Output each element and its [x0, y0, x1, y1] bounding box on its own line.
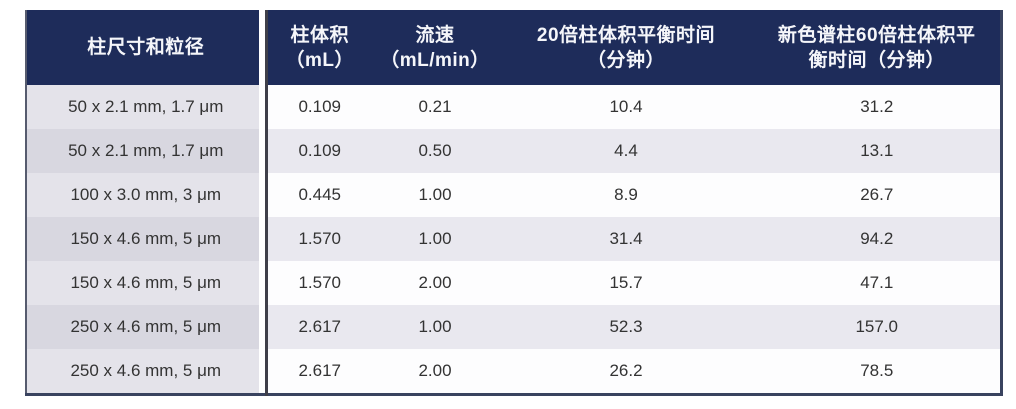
cell-60x-time: 47.1	[754, 261, 1001, 305]
cell-flow-rate: 1.00	[372, 173, 498, 217]
header-label: 20倍柱体积平衡时间	[536, 24, 716, 46]
header-row: 柱尺寸和粒径 柱体积 （mL） 流速 （mL/min） 20倍柱体积平衡时间 （…	[26, 10, 1001, 85]
cell-column-size: 250 x 4.6 mm, 5 μm	[26, 305, 268, 349]
cell-flow-rate: 2.00	[372, 349, 498, 395]
header-label-unit: （mL/min）	[380, 49, 490, 71]
cell-60x-time: 78.5	[754, 349, 1001, 395]
cell-flow-rate: 0.21	[372, 85, 498, 129]
header-cell-flow-rate: 流速 （mL/min）	[372, 10, 498, 85]
cell-column-size: 50 x 2.1 mm, 1.7 μm	[26, 85, 268, 129]
table-row: 150 x 4.6 mm, 5 μm 1.570 1.00 31.4 94.2	[26, 217, 1001, 261]
cell-60x-time: 94.2	[754, 217, 1001, 261]
cell-column-volume: 0.445	[266, 173, 372, 217]
cell-column-volume: 1.570	[266, 217, 372, 261]
cell-column-volume: 1.570	[266, 261, 372, 305]
cell-column-size: 150 x 4.6 mm, 5 μm	[26, 217, 268, 261]
header-label: 柱尺寸和粒径	[87, 37, 205, 58]
cell-60x-time: 157.0	[754, 305, 1001, 349]
header-label-unit: 衡时间（分钟）	[808, 49, 945, 71]
cell-20x-time: 52.3	[498, 305, 754, 349]
cell-flow-rate: 1.00	[372, 217, 498, 261]
cell-column-volume: 0.109	[266, 85, 372, 129]
cell-60x-time: 31.2	[754, 85, 1001, 129]
cell-flow-rate: 0.50	[372, 129, 498, 173]
table-row: 100 x 3.0 mm, 3 μm 0.445 1.00 8.9 26.7	[26, 173, 1001, 217]
table-row: 250 x 4.6 mm, 5 μm 2.617 2.00 26.2 78.5	[26, 349, 1001, 395]
cell-20x-time: 26.2	[498, 349, 754, 395]
cell-flow-rate: 1.00	[372, 305, 498, 349]
equilibration-time-table: 柱尺寸和粒径 柱体积 （mL） 流速 （mL/min） 20倍柱体积平衡时间 （…	[25, 10, 1003, 396]
header-label: 柱体积	[290, 24, 349, 46]
cell-60x-time: 13.1	[754, 129, 1001, 173]
cell-column-volume: 2.617	[266, 305, 372, 349]
cell-60x-time: 26.7	[754, 173, 1001, 217]
header-cell-20x-equilibration: 20倍柱体积平衡时间 （分钟）	[498, 10, 754, 85]
cell-column-size: 150 x 4.6 mm, 5 μm	[26, 261, 268, 305]
table-row: 250 x 4.6 mm, 5 μm 2.617 1.00 52.3 157.0	[26, 305, 1001, 349]
header-label-unit: （mL）	[285, 49, 354, 71]
cell-20x-time: 8.9	[498, 173, 754, 217]
header-label: 新色谱柱60倍柱体积平	[777, 24, 976, 46]
header-label: 流速	[415, 24, 455, 46]
table-row: 50 x 2.1 mm, 1.7 μm 0.109 0.21 10.4 31.2	[26, 85, 1001, 129]
cell-20x-time: 31.4	[498, 217, 754, 261]
cell-20x-time: 4.4	[498, 129, 754, 173]
cell-20x-time: 15.7	[498, 261, 754, 305]
header-cell-60x-equilibration: 新色谱柱60倍柱体积平 衡时间（分钟）	[754, 10, 1001, 85]
cell-column-size: 250 x 4.6 mm, 5 μm	[26, 349, 268, 395]
cell-column-size: 100 x 3.0 mm, 3 μm	[26, 173, 268, 217]
cell-column-size: 50 x 2.1 mm, 1.7 μm	[26, 129, 268, 173]
header-cell-column-size: 柱尺寸和粒径	[26, 10, 268, 85]
header-label-unit: （分钟）	[586, 49, 665, 71]
cell-20x-time: 10.4	[498, 85, 754, 129]
table-row: 50 x 2.1 mm, 1.7 μm 0.109 0.50 4.4 13.1	[26, 129, 1001, 173]
table-row: 150 x 4.6 mm, 5 μm 1.570 2.00 15.7 47.1	[26, 261, 1001, 305]
cell-column-volume: 2.617	[266, 349, 372, 395]
header-cell-column-volume: 柱体积 （mL）	[266, 10, 372, 85]
cell-flow-rate: 2.00	[372, 261, 498, 305]
cell-column-volume: 0.109	[266, 129, 372, 173]
